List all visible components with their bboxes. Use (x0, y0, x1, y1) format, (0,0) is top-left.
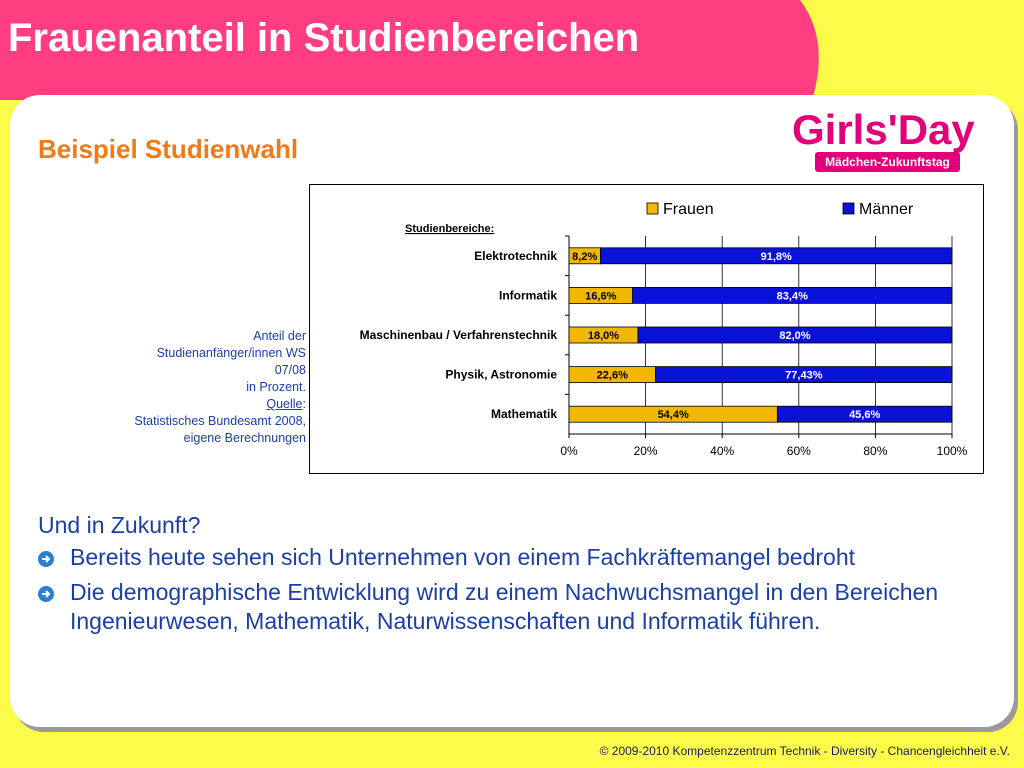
girlsday-logo: Girls'Day (788, 104, 998, 174)
section-heading: Und in Zukunft? (38, 512, 201, 538)
girlsday-logo-icon: Girls'Day (792, 106, 975, 153)
data-label: 16,6% (585, 290, 616, 302)
title-band (0, 0, 819, 100)
bar-maenner (655, 366, 953, 384)
source-note-line: in Prozent. (246, 380, 306, 394)
category-label: Elektrotechnik (474, 249, 557, 263)
bar-maenner (600, 247, 953, 265)
bullet-item: Die demographische Entwicklung wird zu e… (38, 578, 978, 636)
bullet-text: Bereits heute sehen sich Unternehmen von… (70, 544, 856, 570)
category-label: Mathematik (491, 407, 557, 421)
bar-maenner (776, 405, 953, 423)
data-label: 45,6% (849, 409, 880, 421)
body-text: Und in Zukunft? Bereits heute sehen sich… (38, 512, 978, 642)
bullet-text: Die demographische Entwicklung wird zu e… (70, 579, 939, 634)
slide-subtitle: Beispiel Studienwahl (38, 134, 299, 164)
source-note-line: Quelle: (60, 396, 306, 413)
legend-label: Männer (859, 201, 914, 218)
category-axis-title: Studienbereiche: (405, 223, 494, 235)
x-tick-label: 0% (560, 444, 578, 458)
legend-swatch-maenner (842, 202, 855, 215)
category-label: Maschinenbau / Verfahrenstechnik (360, 328, 558, 342)
x-tick-label: 20% (634, 444, 658, 458)
source-colon: : (302, 397, 306, 411)
slide-title: Frauenanteil in Studienbereichen (8, 16, 640, 60)
source-link[interactable]: Quelle (266, 397, 303, 411)
arrow-circle-icon (38, 551, 54, 567)
x-tick-label: 80% (863, 444, 887, 458)
bullet-item: Bereits heute sehen sich Unternehmen von… (38, 543, 978, 572)
bar-maenner (632, 287, 953, 304)
data-label: 91,8% (761, 251, 792, 263)
legend-swatch-frauen (646, 202, 659, 215)
data-label: 54,4% (658, 409, 689, 421)
source-note-line: 07/08 (274, 363, 306, 377)
footer: © 2009-2010 Kompetenzzentrum Technik - D… (599, 744, 1010, 758)
data-label: 8,2% (572, 251, 597, 263)
data-label: 22,6% (597, 370, 628, 382)
logo-subtitle: Mädchen-Zukunftstag (815, 152, 960, 172)
source-note-line: Studienanfänger/innen WS (156, 346, 306, 360)
x-tick-label: 40% (710, 444, 734, 458)
legend-label: Frauen (663, 201, 714, 218)
data-label: 83,4% (777, 290, 808, 302)
data-label: 82,0% (779, 330, 810, 342)
x-tick-label: 60% (787, 444, 811, 458)
stacked-bar-chart: 0% 20% 40% 60% 80% 100% Studienbereiche: Elektr… (309, 184, 984, 474)
arrow-circle-icon (38, 586, 54, 602)
source-note-line: Anteil der (253, 329, 306, 343)
bar-maenner (637, 326, 953, 344)
data-label: 77,43% (785, 370, 823, 382)
logo-wordmark: Girls'Day (792, 106, 975, 153)
category-label: Informatik (499, 288, 557, 302)
x-tick-label: 100% (937, 444, 968, 458)
source-note-line: Statistisches Bundesamt 2008, (134, 414, 306, 428)
data-label: 18,0% (588, 330, 619, 342)
category-label: Physik, Astronomie (445, 368, 557, 382)
source-note: Anteil der Studienanfänger/innen WS 07/0… (60, 328, 306, 447)
source-note-line: eigene Berechnungen (183, 431, 306, 445)
